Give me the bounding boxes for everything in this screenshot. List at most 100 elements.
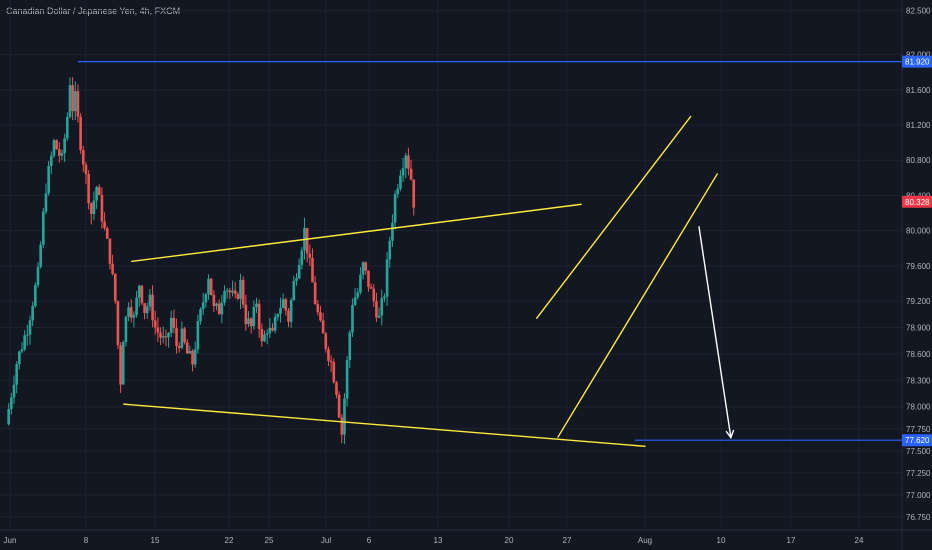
candle-body xyxy=(7,409,10,425)
candle-body xyxy=(316,304,320,313)
candle-body xyxy=(399,175,402,189)
candle-body xyxy=(63,138,66,154)
candle-body xyxy=(164,336,168,338)
candle-body xyxy=(185,342,189,354)
time-tick: 10 xyxy=(717,536,726,545)
candle-body xyxy=(28,320,32,335)
candle-body xyxy=(127,307,130,317)
candle-body xyxy=(183,328,186,343)
candle-body xyxy=(281,299,285,308)
candle-body xyxy=(119,345,122,385)
candle-body xyxy=(297,264,301,279)
time-tick: 24 xyxy=(855,536,864,545)
price-axis: 82.50082.00081.60081.20080.80080.40080.0… xyxy=(906,7,931,522)
candle-body xyxy=(332,362,336,383)
candle-body xyxy=(225,290,229,292)
candle-body xyxy=(228,290,232,293)
candle-body xyxy=(233,290,237,295)
time-tick: 22 xyxy=(225,536,234,545)
candle-body xyxy=(12,384,16,398)
price-tick: 82.500 xyxy=(906,7,931,16)
candle-body xyxy=(79,116,82,151)
price-tick: 77.250 xyxy=(906,469,931,478)
time-tick: Jul xyxy=(321,536,331,545)
candle-body xyxy=(87,174,90,204)
candle-body xyxy=(193,349,197,365)
price-tick: 80.000 xyxy=(906,227,931,236)
candle-body xyxy=(71,85,74,112)
candle-body xyxy=(65,116,69,139)
candle-body xyxy=(268,327,272,334)
candle-body xyxy=(201,302,205,310)
candle-body xyxy=(103,221,106,229)
candle-body xyxy=(319,312,322,321)
candle-body xyxy=(292,280,296,300)
candle-body xyxy=(324,333,328,350)
forecast-arrowhead xyxy=(725,429,735,440)
candle-body xyxy=(300,250,304,265)
trendline xyxy=(131,203,582,263)
candle-body xyxy=(47,165,50,194)
candle-body xyxy=(377,315,381,318)
candle-body xyxy=(124,316,128,343)
candle-body xyxy=(113,273,117,302)
candle-body xyxy=(364,262,368,271)
candle-body xyxy=(177,346,181,348)
candle-body xyxy=(252,306,256,327)
candle-body xyxy=(135,297,138,315)
candle-body xyxy=(311,258,314,283)
price-label: 81.920 xyxy=(905,58,930,67)
candle-body xyxy=(239,279,242,299)
price-tick: 82.000 xyxy=(906,51,931,60)
candle-body xyxy=(116,301,120,346)
candle-body xyxy=(15,364,18,385)
candle-body xyxy=(247,318,250,325)
candle-body xyxy=(121,342,125,385)
candle-body xyxy=(215,303,218,307)
price-tick: 76.750 xyxy=(906,513,931,522)
price-tick: 77.000 xyxy=(906,491,931,500)
price-tick: 78.300 xyxy=(906,376,931,385)
candle-body xyxy=(42,211,45,245)
candle-body xyxy=(393,194,397,223)
candle-body xyxy=(199,309,202,322)
price-label: 77.620 xyxy=(905,436,930,445)
candle-body xyxy=(265,333,269,335)
candle-body xyxy=(169,317,173,333)
time-tick: 25 xyxy=(265,536,274,545)
candle-body xyxy=(236,294,240,299)
candle-body xyxy=(175,327,178,347)
candle-body xyxy=(180,328,184,348)
price-tick: 81.200 xyxy=(906,121,931,130)
candle-body xyxy=(52,140,56,156)
candle-body xyxy=(244,304,248,325)
annotation-lines xyxy=(77,61,902,448)
candle-body xyxy=(220,302,224,315)
price-label: 80.328 xyxy=(905,198,930,207)
candle-body xyxy=(58,149,61,156)
candle-body xyxy=(140,285,144,304)
time-tick: 13 xyxy=(434,536,443,545)
time-tick: 15 xyxy=(151,536,160,545)
candle-body xyxy=(188,351,192,354)
candle-body xyxy=(367,270,370,287)
candle-body xyxy=(76,91,80,117)
candle-body xyxy=(249,318,253,327)
price-labels: 81.920 80.328 77.620 xyxy=(902,55,932,447)
grid xyxy=(0,0,902,530)
candle-body xyxy=(335,382,338,395)
candle-body xyxy=(92,200,96,214)
candle-body xyxy=(172,317,176,328)
candle-body xyxy=(23,335,26,350)
candle-body xyxy=(132,314,136,318)
price-tick: 77.500 xyxy=(906,447,931,456)
candle-body xyxy=(276,313,280,317)
candle-body xyxy=(129,307,133,318)
candle-body xyxy=(348,332,352,360)
candle-body xyxy=(148,294,152,307)
candle-body xyxy=(231,290,234,293)
candle-body xyxy=(217,303,221,315)
candle-body xyxy=(241,279,245,305)
price-tick: 78.900 xyxy=(906,324,931,333)
